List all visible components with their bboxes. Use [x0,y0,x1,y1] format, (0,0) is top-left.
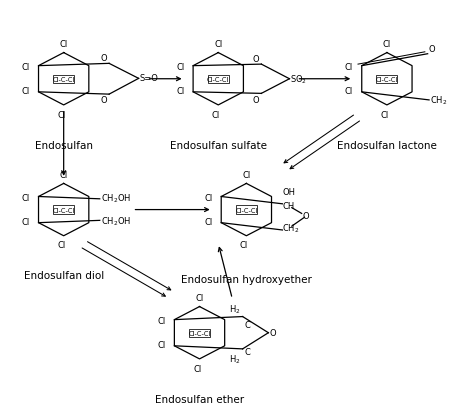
Text: Endosulfan lactone: Endosulfan lactone [337,140,437,150]
Text: O: O [252,55,259,64]
Text: S=O: S=O [139,74,158,83]
Bar [376,75,397,84]
Text: Cl: Cl [176,87,184,96]
Text: CH$_2$OH: CH$_2$OH [101,192,131,205]
Text: Endosulfan sulfate: Endosulfan sulfate [170,140,267,150]
Text: CH$_2$: CH$_2$ [283,222,300,235]
Text: Cl-C-Cl: Cl-C-Cl [235,207,257,213]
Text: CH$_2$OH: CH$_2$OH [101,215,131,228]
Text: Cl: Cl [22,63,30,72]
Text: C: C [245,347,251,356]
Text: Cl-C-Cl: Cl-C-Cl [53,207,75,213]
Text: Cl: Cl [212,110,220,119]
Text: Cl: Cl [242,171,250,179]
Text: Cl: Cl [157,317,166,326]
Text: H$_2$: H$_2$ [229,353,241,365]
Bar [236,206,257,214]
Text: Cl: Cl [157,340,166,349]
Text: Cl: Cl [204,217,213,226]
Bar [53,206,74,214]
Text: Cl: Cl [240,241,248,250]
Text: Endosulfan diol: Endosulfan diol [24,271,104,281]
Text: Cl-C-Cl: Cl-C-Cl [188,330,211,336]
Text: Cl: Cl [57,110,65,119]
Text: Cl-C-Cl: Cl-C-Cl [376,77,398,83]
Text: Cl: Cl [22,194,30,203]
Bar [189,329,210,337]
Text: O: O [428,45,435,54]
Text: Cl: Cl [22,87,30,96]
Text: Endosulfan: Endosulfan [35,140,93,150]
Bar [208,75,229,84]
Text: H$_2$: H$_2$ [229,303,241,315]
Text: Cl: Cl [22,217,30,226]
Text: O: O [100,54,107,63]
Text: Cl: Cl [57,241,65,250]
Text: C: C [245,321,251,330]
Text: Cl: Cl [60,40,68,49]
Text: Cl: Cl [381,110,389,119]
Text: CH: CH [283,202,295,211]
Text: Cl: Cl [193,364,201,373]
Text: Cl: Cl [345,63,353,72]
Text: Endosulfan ether: Endosulfan ether [155,394,244,403]
Text: Cl: Cl [176,63,184,72]
Text: Endosulfan hydroxyether: Endosulfan hydroxyether [181,275,312,285]
Text: Cl: Cl [60,171,68,179]
Text: O: O [269,328,276,337]
Text: O: O [100,96,107,105]
Text: Cl: Cl [345,87,353,96]
Text: Cl: Cl [195,293,204,302]
Text: OH: OH [283,187,295,196]
Text: Cl-C-Cl: Cl-C-Cl [53,77,75,83]
Text: SO$_2$: SO$_2$ [291,73,308,85]
Text: Cl: Cl [214,40,222,49]
Text: O: O [302,211,309,220]
Text: CH$_2$: CH$_2$ [430,94,447,107]
Text: Cl: Cl [204,194,213,203]
Text: Cl: Cl [383,40,391,49]
Text: O: O [252,95,259,104]
Text: Cl-C-Cl: Cl-C-Cl [207,77,229,83]
Bar [53,75,74,84]
